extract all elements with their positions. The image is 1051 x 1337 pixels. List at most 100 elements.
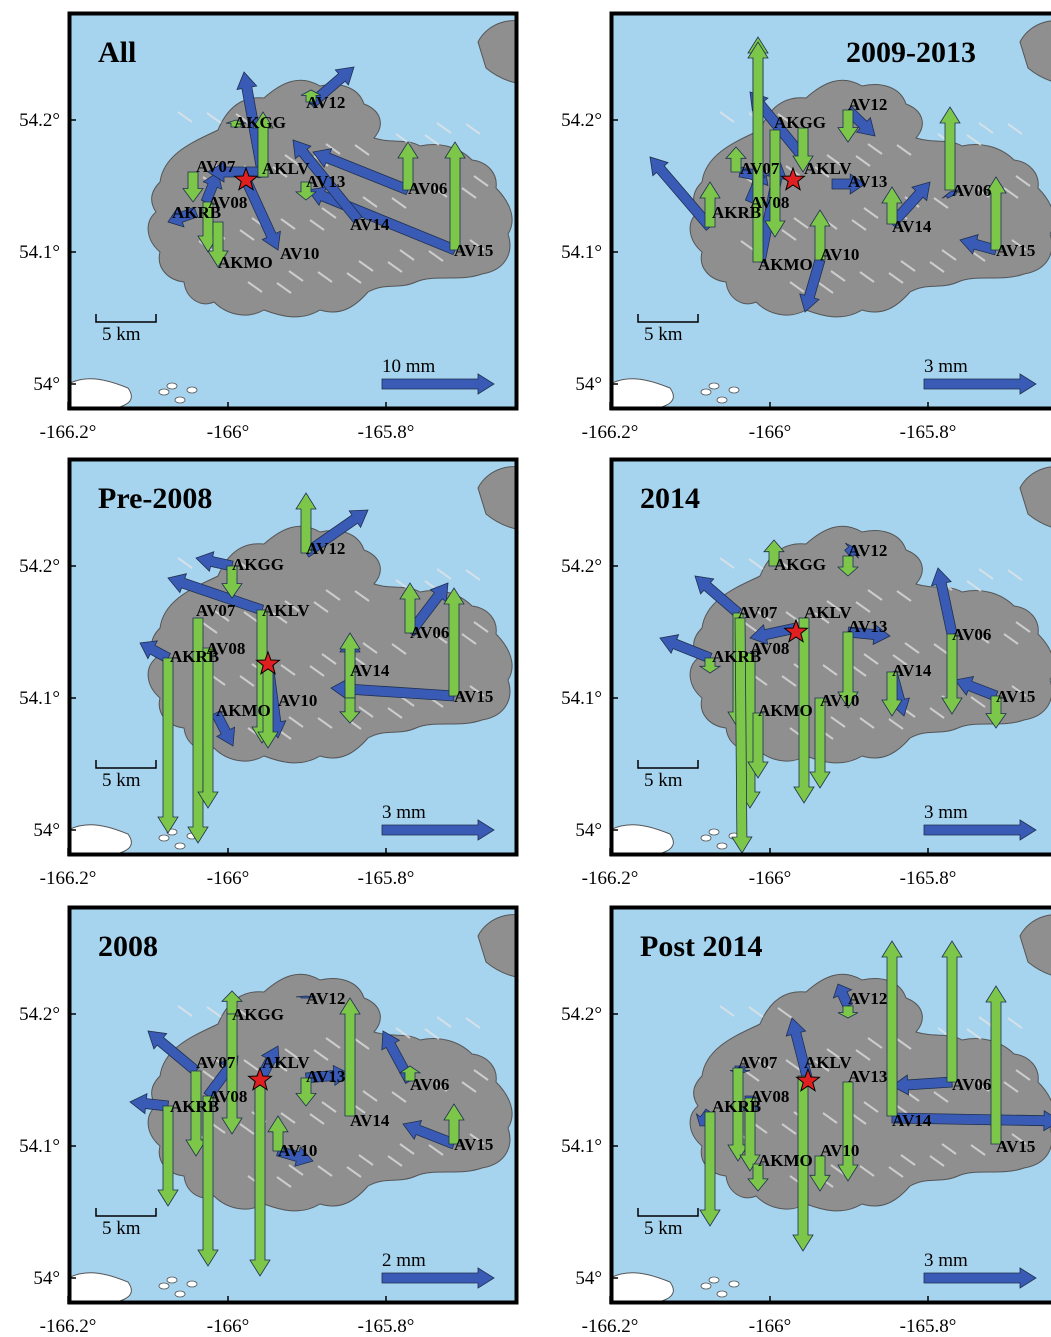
vector-scale-label: 2 mm: [382, 1250, 426, 1271]
relief-shading: [424, 134, 440, 146]
relief-shading: [177, 557, 193, 569]
relief-shading: [777, 113, 793, 125]
panel-frame: [609, 11, 1051, 411]
relief-shading: [288, 1164, 304, 1176]
station-label: AV13: [306, 172, 345, 191]
relief-shading: [888, 1166, 904, 1178]
vertical-displacement-arrow: [699, 1111, 721, 1227]
relief-shading: [239, 675, 255, 687]
relief-shading: [309, 219, 325, 231]
vertical-displacement-arrow: [443, 587, 465, 697]
island-land: [689, 79, 1051, 318]
relief-shading: [785, 611, 801, 623]
neighbor-island: [1019, 914, 1051, 976]
vector-scale-arrow: [923, 819, 1037, 841]
station-label: AV14: [350, 661, 390, 680]
relief-shading: [748, 558, 764, 570]
vertical-displacement-arrow: [699, 181, 721, 228]
station-label: AV08: [208, 1087, 247, 1106]
x-tick-label: -165.8°: [358, 868, 415, 889]
islet: [166, 1276, 178, 1284]
relief-shading: [888, 272, 904, 284]
relief-shading: [1015, 175, 1031, 187]
relief-shading: [313, 1049, 329, 1061]
relief-shading: [892, 654, 908, 666]
relief-shading: [859, 1165, 875, 1177]
station-label: AKGG: [234, 113, 286, 132]
distance-scale-bar: [95, 1208, 157, 1217]
x-tick-label: -165.8°: [900, 1316, 957, 1337]
station-label: AV15: [454, 687, 493, 706]
relief-shading: [465, 569, 481, 581]
relief-shading: [391, 643, 407, 655]
y-tick-label: 54.2°: [19, 1004, 60, 1025]
x-tick-label: -165.8°: [900, 422, 957, 443]
vertical-displacement-arrow: [809, 697, 831, 789]
station-label: AKGG: [232, 1005, 284, 1024]
relief-shading: [280, 218, 296, 230]
vertical-displacement-arrow: [727, 1067, 749, 1162]
station-label: AV15: [454, 241, 493, 260]
station-label: AKRB: [712, 1097, 761, 1116]
vertical-displacement-arrow: [731, 617, 753, 853]
vertical-displacement-arrow: [764, 129, 786, 238]
relief-shading: [272, 166, 288, 178]
vector-scale-arrow: [381, 373, 495, 395]
islet: [174, 1290, 186, 1298]
relief-shading: [432, 632, 448, 644]
vertical-displacement-arrow: [792, 1075, 814, 1252]
source-star: [795, 1067, 821, 1092]
station-label: AV10: [820, 691, 859, 710]
station-label: AV14: [892, 661, 932, 680]
station-label: AV10: [820, 245, 859, 264]
relief-shading: [855, 155, 871, 167]
relief-shading: [896, 1038, 912, 1050]
station-label: AKMO: [758, 255, 813, 274]
relief-shading: [756, 1058, 772, 1070]
relief-shading: [744, 1070, 760, 1082]
neighbor-island: [477, 914, 518, 978]
station-label: AKMO: [216, 701, 271, 720]
relief-shading: [1003, 1081, 1019, 1093]
relief-shading: [432, 186, 448, 198]
horizontal-displacement-arrow: [831, 173, 866, 195]
vertical-displacement-arrow: [836, 555, 860, 577]
relief-shading: [818, 282, 834, 294]
vertical-displacement-arrow: [295, 1077, 317, 1107]
relief-shading: [387, 707, 403, 719]
islet: [700, 834, 712, 842]
islet: [158, 388, 170, 396]
relief-shading: [974, 1080, 990, 1092]
islet: [708, 828, 720, 836]
panel-frame: [609, 457, 1051, 857]
relief-shading: [247, 281, 263, 293]
vertical-displacement-arrow: [793, 617, 815, 804]
vector-scale-label: 3 mm: [924, 356, 968, 377]
relief-shading: [239, 1123, 255, 1135]
distance-scale-label: 5 km: [102, 1218, 141, 1239]
relief-shading: [896, 590, 912, 602]
relief-shading: [1015, 621, 1031, 633]
station-label: AV14: [892, 1111, 932, 1130]
neighbor-island: [1019, 20, 1051, 82]
horizontal-displacement-arrow: [240, 177, 281, 251]
relief-shading: [284, 600, 300, 612]
relief-shading: [325, 1037, 341, 1049]
vertical-displacement-arrow: [157, 1105, 179, 1207]
x-tick-label: -166.2°: [582, 1316, 639, 1337]
station-label: AV07: [738, 1053, 778, 1072]
relief-shading: [358, 260, 374, 272]
relief-shading: [346, 272, 362, 284]
y-tick-label: 54.1°: [561, 242, 602, 263]
relief-shading: [309, 665, 325, 677]
station-label: AV12: [848, 989, 887, 1008]
relief-shading: [830, 270, 846, 282]
horizontal-displacement-arrow: [941, 188, 960, 199]
relief-shading: [1007, 569, 1023, 581]
relief-shading: [814, 612, 830, 624]
vertical-displacement-arrow: [985, 985, 1007, 1145]
relief-shading: [469, 685, 485, 697]
